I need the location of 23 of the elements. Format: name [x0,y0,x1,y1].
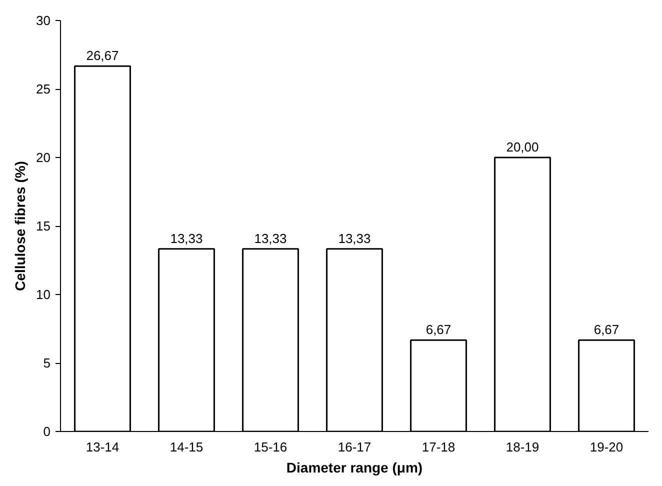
data-label: 13,33 [170,230,203,246]
x-tick-label: 19-20 [590,440,624,454]
y-tick-label: 5 [43,356,51,370]
y-tick-label: 0 [43,424,51,439]
data-label: 6,67 [426,322,452,338]
x-tick-label: 13-14 [86,440,120,454]
y-axis-title: Cellulose fibres (%) [12,161,28,291]
y-tick-label: 10 [36,287,51,302]
y-tick-label: 30 [36,13,51,28]
x-tick-label: 18-19 [506,440,540,454]
x-axis-title: Diameter range (μm) [286,460,423,476]
x-tick-label: 16-17 [338,440,372,454]
y-tick-label: 15 [36,218,51,234]
data-label: 26,67 [86,48,119,64]
data-label: 13,33 [254,230,287,246]
data-label: 6,67 [594,322,620,338]
x-tick-label: 15-16 [254,440,288,454]
data-label: 20,00 [506,140,539,154]
data-label: 13,33 [338,230,371,246]
x-tick-label: 17-18 [422,440,456,454]
y-tick-label: 20 [36,150,51,165]
y-tick-label: 25 [36,82,51,96]
x-tick-label: 14-15 [170,440,204,454]
